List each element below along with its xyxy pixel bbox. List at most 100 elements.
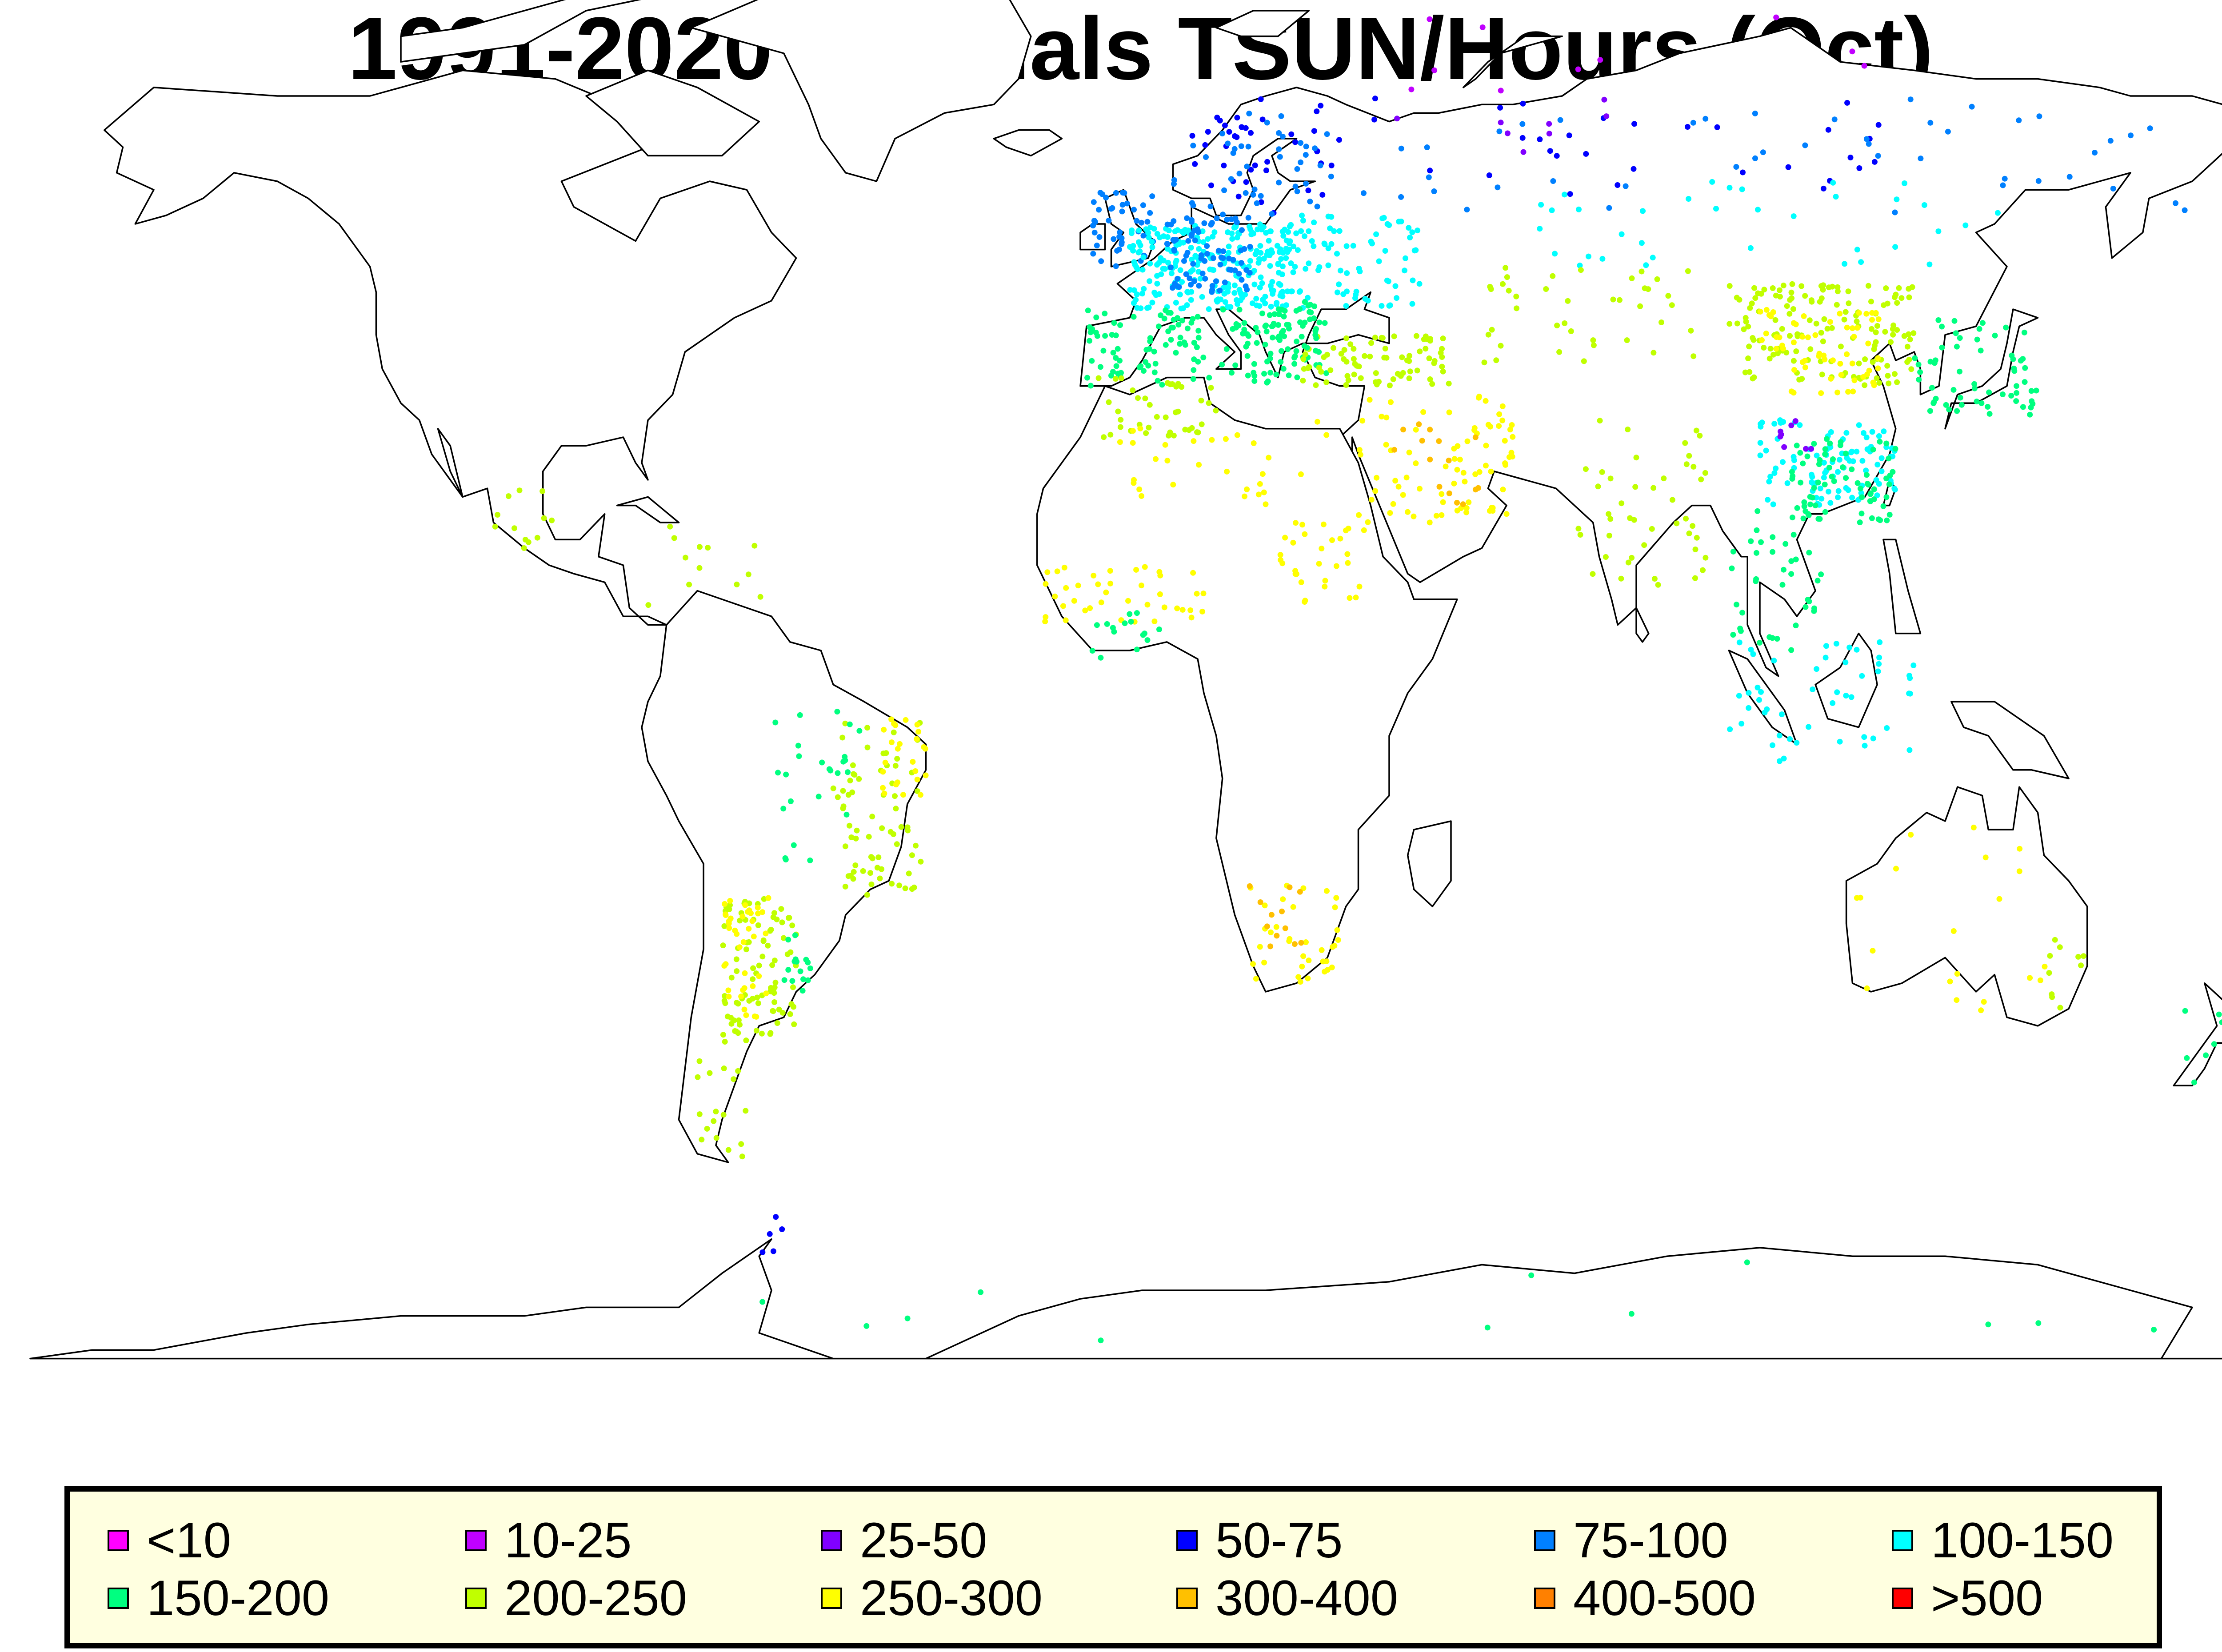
station-dot	[1757, 308, 1763, 315]
station-dot	[789, 922, 795, 929]
station-dot	[1247, 883, 1253, 889]
station-dot	[1143, 430, 1149, 436]
station-dot	[1136, 227, 1142, 233]
station-dot	[1499, 417, 1506, 423]
station-dot	[856, 728, 863, 734]
station-dot	[1365, 519, 1371, 525]
station-dot	[889, 881, 895, 887]
station-dot	[2128, 132, 2134, 139]
station-dot	[1906, 747, 1913, 753]
station-dot	[1270, 291, 1276, 297]
station-dot	[1263, 501, 1269, 507]
station-dot	[1610, 296, 1616, 303]
station-dot	[1730, 548, 1736, 555]
station-dot	[751, 934, 757, 940]
station-dot	[1177, 341, 1183, 347]
station-dot	[1098, 599, 1104, 606]
station-dot	[1089, 358, 1095, 364]
station-dot	[1858, 511, 1865, 517]
station-dot	[1780, 346, 1786, 352]
station-dot	[1316, 319, 1323, 326]
station-dot	[1252, 162, 1258, 168]
station-dot	[1107, 580, 1114, 587]
station-dot	[1319, 192, 1326, 198]
station-dot	[1226, 267, 1232, 273]
station-dot	[785, 967, 791, 973]
station-dot	[1306, 364, 1312, 370]
station-dot	[1758, 291, 1764, 297]
station-dot	[671, 535, 677, 541]
station-dot	[1160, 257, 1167, 263]
station-dot	[1802, 293, 1808, 299]
station-dot	[2075, 954, 2082, 960]
station-dot	[1894, 300, 1900, 306]
station-dot	[1341, 356, 1347, 362]
station-dot	[1834, 284, 1841, 290]
station-dot	[1262, 902, 1268, 909]
station-dot	[770, 1248, 776, 1254]
station-dot	[1253, 325, 1259, 331]
station-dot	[1329, 537, 1335, 543]
station-dot	[755, 905, 761, 911]
station-dot	[1830, 700, 1836, 706]
station-dot	[1763, 331, 1769, 336]
station-dot	[1513, 293, 1519, 299]
station-dot	[1577, 532, 1583, 538]
station-dot	[1910, 330, 1917, 336]
station-dot	[1351, 356, 1357, 362]
station-dot	[1958, 402, 1965, 408]
station-dot	[1801, 499, 1807, 505]
station-dot	[1319, 546, 1325, 551]
station-dot	[2219, 1019, 2222, 1026]
station-dot	[1214, 115, 1220, 120]
station-dot	[1259, 471, 1266, 477]
station-dot	[1850, 458, 1856, 464]
station-dot	[1742, 369, 1748, 375]
station-dot	[1927, 408, 1933, 414]
station-dot	[1806, 512, 1812, 518]
station-dot	[1187, 607, 1194, 613]
station-dot	[1163, 342, 1169, 348]
station-dot	[1133, 297, 1139, 303]
station-dot	[645, 602, 651, 608]
station-dot	[549, 517, 555, 523]
station-dot	[1878, 455, 1885, 461]
station-dot	[1115, 346, 1121, 352]
station-dot	[1455, 443, 1461, 449]
station-dot	[1392, 478, 1399, 484]
station-dot	[2010, 356, 2016, 362]
station-dot	[834, 709, 840, 715]
station-dot	[1865, 482, 1871, 488]
station-dot	[1190, 143, 1196, 149]
station-dot	[1095, 375, 1102, 381]
station-dot	[1918, 156, 1924, 162]
station-dot	[1298, 159, 1304, 165]
station-dot	[842, 754, 848, 760]
station-dot	[1870, 948, 1876, 954]
station-dot	[1907, 96, 1914, 103]
station-dot	[771, 999, 778, 1005]
station-dot	[1322, 583, 1328, 590]
station-dot	[1107, 568, 1113, 574]
station-dot	[1316, 561, 1322, 567]
station-dot	[1315, 419, 1320, 425]
station-dot	[1851, 334, 1857, 340]
station-dot	[1371, 116, 1378, 123]
station-dot	[1472, 434, 1479, 440]
station-dot	[1156, 626, 1162, 632]
station-dot	[1985, 404, 1991, 410]
station-dot	[1398, 194, 1404, 200]
landmass-ireland	[1079, 223, 1106, 251]
station-dot	[771, 910, 777, 916]
station-dot	[1218, 296, 1224, 303]
station-dot	[1228, 216, 1235, 222]
legend-label: 150-200	[147, 1570, 330, 1626]
station-dot	[1149, 244, 1155, 250]
station-dot	[738, 1141, 744, 1147]
station-dot	[1483, 443, 1489, 449]
station-dot	[733, 956, 739, 962]
station-dot	[1619, 231, 1625, 237]
station-dot	[1980, 320, 1986, 326]
legend-item: 400-500	[1534, 1572, 1756, 1625]
station-dot	[1279, 271, 1285, 277]
